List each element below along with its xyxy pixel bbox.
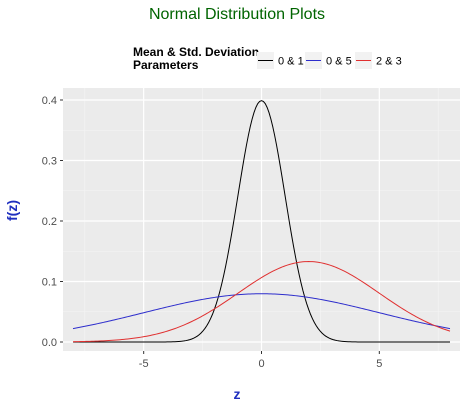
legend: 0 & 1 0 & 5 2 & 3: [257, 52, 402, 69]
y-tick-label: 0.3: [42, 156, 57, 168]
x-axis-label: z: [233, 386, 241, 402]
series-line-0-5: [72, 293, 451, 330]
x-tick-label: 0: [258, 358, 264, 370]
grid: [63, 88, 460, 351]
legend-item-label: 0 & 1: [278, 56, 304, 68]
y-tick-label: 0.4: [42, 95, 57, 107]
y-tick-label: 0.0: [42, 337, 57, 349]
x-tick-label: 5: [376, 358, 382, 370]
y-tick-label: 0.1: [42, 277, 57, 289]
series-layer: [72, 100, 451, 343]
y-tick-label: 0.2: [42, 216, 57, 228]
series-line-2-3: [72, 261, 451, 343]
y-axis-label: f(z): [4, 200, 20, 221]
ticks: 0.0 0.1 0.2 0.3 0.4 -5 0 5: [42, 95, 383, 370]
chart-title: Normal Distribution Plots: [148, 6, 326, 23]
x-tick-label: -5: [139, 358, 149, 370]
legend-item-label: 2 & 3: [376, 56, 402, 68]
series-line-0-1: [73, 100, 450, 343]
legend-item-label: 0 & 5: [326, 56, 352, 68]
legend-title: Mean & Std. Deviation Parameters: [133, 45, 260, 72]
